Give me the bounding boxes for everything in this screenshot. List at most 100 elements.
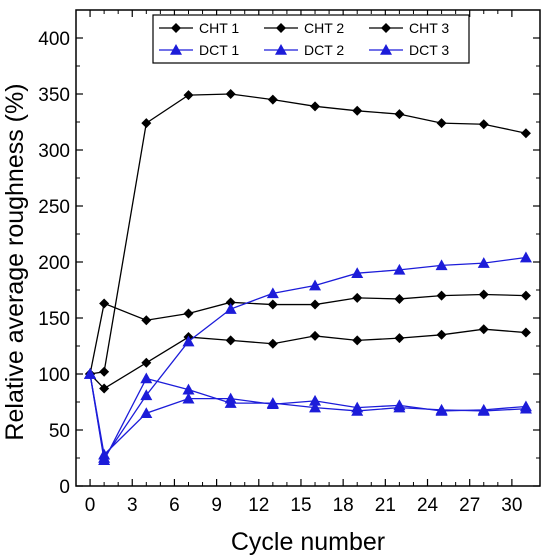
x-tick-label: 3 — [127, 495, 138, 516]
series-line — [89, 373, 526, 456]
data-point — [309, 394, 322, 406]
legend-entry: DCT 1 — [159, 42, 239, 58]
series-line — [89, 328, 526, 390]
data-point — [141, 315, 152, 326]
data-point — [436, 290, 447, 301]
data-point — [182, 392, 195, 404]
legend-entry: DCT 2 — [264, 42, 344, 58]
data-point — [310, 330, 321, 341]
y-tick-label: 350 — [38, 85, 70, 106]
plot-frame — [75, 9, 541, 487]
legend-label: DCT 3 — [409, 42, 449, 58]
series-line — [89, 293, 526, 375]
y-tick-label: 300 — [38, 141, 70, 162]
data-point — [435, 259, 448, 271]
data-point — [309, 401, 322, 413]
legend-entry: DCT 3 — [369, 42, 449, 58]
data-point — [394, 293, 405, 304]
data-point — [436, 329, 447, 340]
data-point — [98, 454, 111, 466]
x-tick-label: 18 — [333, 495, 354, 516]
x-tick-label: 0 — [85, 495, 96, 516]
legend-marker — [381, 23, 391, 33]
data-point — [393, 399, 406, 411]
x-tick-label: 21 — [375, 495, 396, 516]
axes-layer: 0 3 6 9 12 15 18 21 24 27 300501001502002503003504… — [38, 9, 541, 516]
data-point — [267, 338, 278, 349]
data-point — [352, 292, 363, 303]
legend-entry: CHT 1 — [159, 20, 239, 36]
data-point — [224, 392, 237, 404]
y-tick-label: 200 — [38, 253, 70, 274]
legend-box — [152, 14, 470, 64]
x-tick-label: 9 — [211, 495, 222, 516]
y-tick-label: 0 — [59, 477, 70, 498]
data-point — [436, 118, 447, 129]
legend-entry: CHT 2 — [264, 20, 344, 36]
data-point — [351, 267, 364, 278]
data-point — [99, 383, 110, 394]
data-point — [520, 327, 531, 338]
y-tick-label: 150 — [38, 309, 70, 330]
series-line — [89, 256, 527, 460]
series-layer — [84, 89, 532, 466]
data-point — [84, 368, 97, 379]
data-point — [266, 398, 279, 410]
data-point — [435, 404, 448, 416]
data-point — [478, 119, 489, 130]
data-point — [267, 94, 278, 105]
data-point — [225, 89, 236, 99]
y-tick-label: 50 — [49, 421, 70, 442]
series-line — [89, 373, 526, 463]
data-point — [519, 400, 532, 412]
x-tick-label: 6 — [169, 495, 180, 516]
data-point — [351, 401, 364, 413]
data-point — [224, 303, 237, 314]
data-point — [140, 389, 153, 401]
legend-label: CHT 3 — [409, 20, 449, 36]
data-point — [141, 118, 152, 129]
data-point — [99, 298, 110, 309]
data-point — [310, 101, 321, 112]
series-dct-3 — [84, 368, 532, 460]
legend: CHT 1 CHT 2 CHT 3 DCT 1 DCT 2 DCT 3 — [152, 14, 470, 64]
data-point — [478, 324, 489, 335]
data-point — [520, 128, 531, 139]
data-point — [310, 299, 321, 310]
data-point — [477, 257, 490, 268]
data-point — [309, 279, 322, 291]
data-point — [182, 383, 195, 395]
legend-marker — [276, 23, 286, 33]
data-point — [352, 105, 363, 116]
y-tick-label: 250 — [38, 197, 70, 218]
y-tick-label: 400 — [38, 29, 70, 50]
x-tick-label: 15 — [290, 495, 311, 516]
data-point — [520, 290, 531, 301]
data-point — [99, 366, 110, 377]
data-point — [393, 263, 406, 275]
data-point — [394, 333, 405, 344]
data-point — [266, 287, 279, 299]
legend-label: CHT 1 — [199, 20, 239, 36]
data-point — [140, 372, 153, 384]
legend-label: DCT 1 — [199, 42, 239, 58]
x-tick-label: 30 — [501, 495, 522, 516]
data-point — [98, 448, 111, 460]
series-line — [89, 93, 527, 375]
x-tick-label: 24 — [417, 495, 439, 516]
series-cht-3 — [85, 324, 531, 394]
data-point — [140, 407, 153, 418]
x-axis-title: Cycle number — [231, 528, 385, 556]
x-tick-label: 12 — [248, 495, 269, 516]
legend-marker — [171, 23, 181, 33]
data-point — [225, 297, 236, 308]
x-tick-label: 27 — [459, 495, 480, 516]
series-cht-1 — [85, 89, 531, 379]
data-point — [394, 109, 405, 120]
legend-entry: CHT 3 — [369, 20, 449, 36]
data-point — [225, 335, 236, 346]
data-point — [352, 335, 363, 346]
legend-marker — [170, 44, 182, 55]
